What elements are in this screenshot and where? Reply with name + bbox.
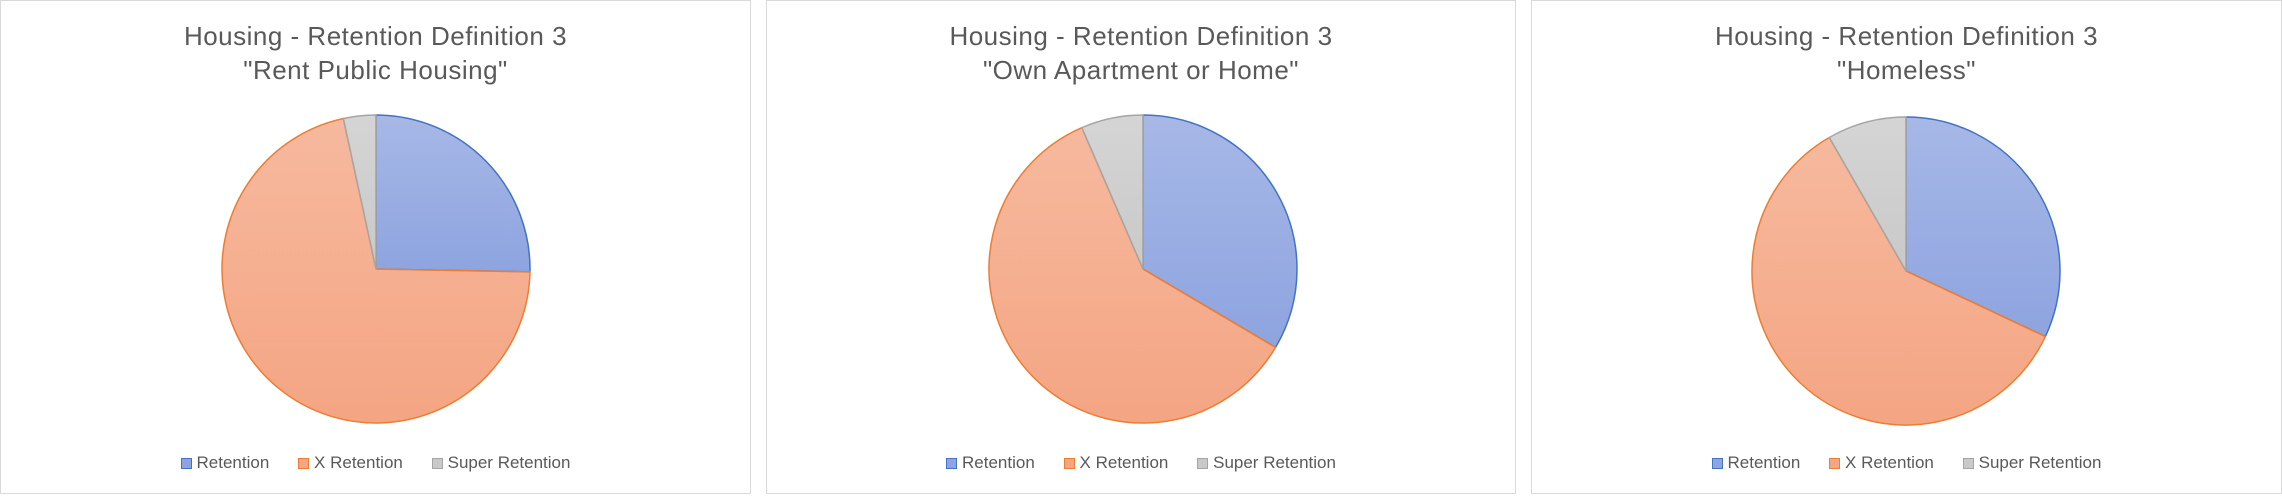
legend-item-super-retention: Super Retention — [1197, 453, 1336, 473]
legend-item-retention: Retention — [180, 453, 270, 473]
pie-slice-super-retention — [1828, 116, 1907, 272]
legend-item-x-retention: X Retention — [298, 453, 403, 473]
legend-label: Retention — [196, 453, 270, 472]
legend-item-super-retention: Super Retention — [1962, 453, 2102, 473]
chart-subtitle: "Own Apartment or Home" — [982, 55, 1300, 85]
chart-panel-1: Housing - Retention Definition 3 "Rent P… — [0, 0, 751, 494]
legend-label: X Retention — [1845, 453, 1934, 472]
legend-label: Retention — [962, 453, 1035, 472]
legend-label: X Retention — [1079, 453, 1169, 472]
chart-title-main: Housing - Retention Definition 3 — [183, 21, 568, 51]
legend-swatch-x-retention — [298, 458, 310, 469]
pie-slice-retention — [375, 114, 531, 273]
legend-swatch-retention — [946, 458, 958, 469]
pie-slice-retention — [1142, 114, 1298, 349]
chart-panel-2: Housing - Retention Definition 3 "Own Ap… — [766, 0, 1516, 494]
pie-slice-retention — [1905, 116, 2061, 338]
legend-swatch-super-retention — [431, 458, 443, 469]
pie-slice-super-retention — [1081, 114, 1144, 270]
legend-swatch-retention — [1711, 458, 1723, 469]
chart-subtitle: "Rent Public Housing" — [243, 55, 508, 85]
chart-subtitle: "Homeless" — [1836, 55, 1977, 85]
legend-swatch-super-retention — [1962, 458, 1974, 469]
chart-legend: Retention X Retention Super Retention — [767, 453, 1515, 473]
chart-legend: Retention X Retention Super Retention — [1532, 453, 2281, 473]
chart-title-main: Housing - Retention Definition 3 — [949, 21, 1333, 51]
legend-item-retention: Retention — [1711, 453, 1801, 473]
pie-chart — [1751, 116, 2061, 426]
legend-label: Super Retention — [1213, 453, 1336, 472]
chart-title: Housing - Retention Definition 3 "Rent P… — [1, 19, 750, 87]
legend-swatch-retention — [180, 458, 192, 469]
pie-chart — [988, 114, 1298, 424]
chart-title: Housing - Retention Definition 3 "Own Ap… — [767, 19, 1515, 87]
chart-title: Housing - Retention Definition 3 "Homele… — [1532, 19, 2281, 87]
legend-item-x-retention: X Retention — [1829, 453, 1934, 473]
legend-label: Super Retention — [447, 453, 571, 472]
chart-panel-3: Housing - Retention Definition 3 "Homele… — [1531, 0, 2282, 494]
chart-title-main: Housing - Retention Definition 3 — [1714, 21, 2099, 51]
pie-slice-super-retention — [342, 114, 377, 270]
legend-label: X Retention — [314, 453, 403, 472]
pie-slice-x-retention — [221, 117, 531, 424]
legend-item-x-retention: X Retention — [1063, 453, 1169, 473]
legend-label: Super Retention — [1978, 453, 2102, 472]
pie-slice-x-retention — [988, 126, 1277, 424]
legend-swatch-x-retention — [1063, 458, 1075, 469]
legend-item-super-retention: Super Retention — [431, 453, 571, 473]
pie-slice-x-retention — [1751, 136, 2047, 426]
legend-item-retention: Retention — [946, 453, 1035, 473]
legend-swatch-super-retention — [1197, 458, 1209, 469]
legend-label: Retention — [1727, 453, 1801, 472]
chart-legend: Retention X Retention Super Retention — [1, 453, 750, 473]
legend-swatch-x-retention — [1829, 458, 1841, 469]
pie-chart — [221, 114, 531, 424]
